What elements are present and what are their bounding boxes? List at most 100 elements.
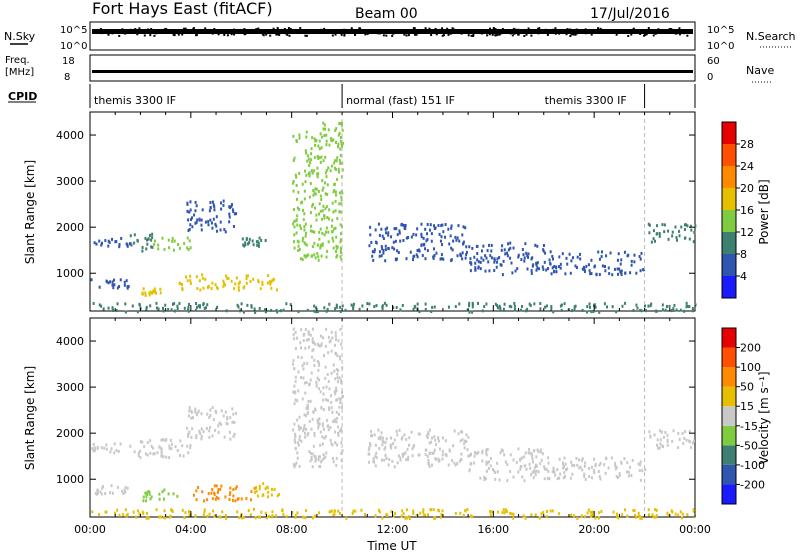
nsky-point [288, 34, 291, 37]
freq-panel: Freq. [MHz] 18 8 60 0 Nave [5, 54, 774, 83]
echo-cell [188, 409, 191, 413]
echo-cell [402, 512, 405, 516]
echo-cell [692, 509, 695, 513]
echo-cell [335, 410, 338, 414]
echo-cell [224, 230, 227, 234]
echo-cell [316, 359, 319, 363]
nsky-point [340, 33, 343, 36]
nsky-point [331, 34, 334, 37]
echo-cell [397, 454, 400, 458]
ytick-label: 4000 [56, 335, 84, 348]
echo-cell [413, 304, 416, 308]
echo-cell [520, 258, 523, 262]
ytick-label: 1000 [56, 267, 84, 280]
echo-cell [334, 334, 337, 338]
cpid-bar: CPID themis 3300 IF normal (fast) 151 IF t… [8, 84, 696, 108]
echo-cell [444, 439, 447, 443]
colorbar-swatch [722, 347, 736, 368]
echo-cell [649, 434, 652, 438]
echo-cell [531, 457, 534, 461]
nsky-point [491, 33, 494, 36]
echo-cell [489, 456, 492, 460]
echo-cell [504, 460, 507, 464]
echo-cell [296, 336, 299, 340]
echo-cell [457, 432, 460, 436]
cpid-label: CPID [8, 90, 37, 103]
echo-cell [338, 376, 341, 380]
echo-cell [383, 447, 386, 451]
echo-cell [576, 255, 579, 259]
echo-cell [325, 133, 328, 137]
echo-cell [527, 252, 530, 256]
echo-cell [339, 161, 342, 165]
echo-cell [230, 204, 233, 208]
echo-cell [385, 231, 388, 235]
echo-cell [311, 245, 314, 249]
echo-cell [150, 245, 153, 249]
echo-cell [339, 191, 342, 195]
echo-cell [539, 307, 542, 311]
echo-cell [304, 180, 307, 184]
echo-cell [684, 236, 687, 240]
echo-cell [580, 514, 583, 518]
echo-cell [250, 305, 253, 309]
echo-cell [163, 488, 166, 492]
echo-cell [337, 167, 340, 171]
echo-cell [644, 468, 647, 472]
echo-cell [560, 303, 563, 307]
echo-cell [317, 424, 320, 428]
echo-cell [614, 464, 617, 468]
echo-cell [444, 235, 447, 239]
echo-cell [305, 338, 308, 342]
echo-cell [434, 438, 437, 442]
echo-cell [327, 406, 330, 410]
echo-cell [101, 486, 104, 490]
echo-cell [332, 420, 335, 424]
echo-cell [207, 223, 210, 227]
echo-cell [233, 432, 236, 436]
nsky-point [289, 27, 292, 30]
echo-cell [403, 226, 406, 230]
echo-cell [109, 450, 112, 454]
echo-cell [329, 425, 332, 429]
echo-cell [384, 454, 387, 458]
echo-cell [340, 380, 343, 384]
echo-cell [177, 243, 180, 247]
echo-cell [458, 302, 461, 306]
echo-cell [327, 128, 330, 132]
echo-cell [598, 257, 601, 261]
colorbar-swatch [722, 188, 736, 210]
echo-cell [150, 444, 153, 448]
echo-cell [500, 248, 503, 252]
echo-cell [370, 240, 373, 244]
echo-cell [450, 246, 453, 250]
echo-cell [531, 470, 534, 474]
echo-cell [329, 394, 332, 398]
echo-cell [319, 209, 322, 213]
echo-cell [331, 229, 334, 233]
echo-cell [258, 515, 261, 519]
echo-cell [218, 421, 221, 425]
echo-cell [194, 407, 197, 411]
echo-cell [499, 307, 502, 311]
echo-cell [412, 258, 415, 262]
echo-cell [189, 279, 192, 283]
echo-cell [639, 257, 642, 261]
echo-cell [330, 401, 333, 405]
echo-cell [655, 443, 658, 447]
echo-cell [335, 249, 338, 253]
echo-cell [612, 510, 615, 514]
nsky-point [287, 27, 290, 30]
echo-cell [171, 239, 174, 243]
echo-cell [652, 237, 655, 241]
echo-cell [431, 452, 434, 456]
echo-cell [220, 201, 223, 205]
echo-cell [229, 486, 232, 490]
echo-cell [333, 512, 336, 516]
echo-cell [308, 345, 311, 349]
echo-cell [322, 186, 325, 190]
echo-cell [245, 277, 248, 281]
echo-cell [203, 306, 206, 310]
echo-cell [352, 307, 355, 311]
echo-cell [315, 380, 318, 384]
